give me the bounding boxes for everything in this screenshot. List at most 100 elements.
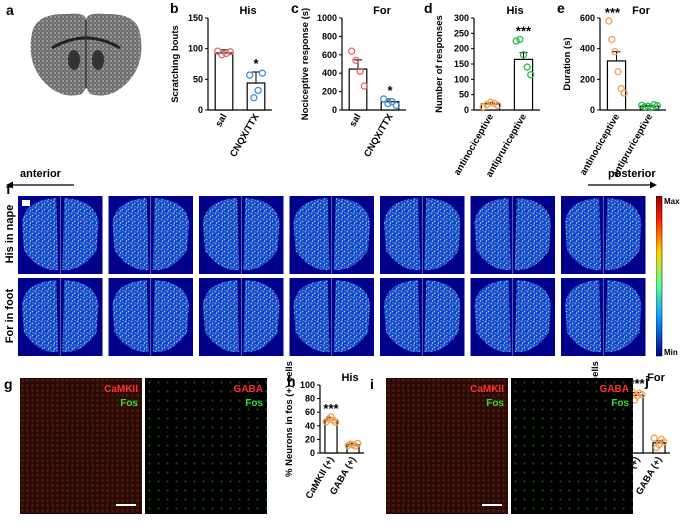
data-point <box>490 99 498 107</box>
data-point <box>519 51 528 59</box>
y-tick-label: 600 <box>322 50 337 60</box>
y-tick-label: 200 <box>580 74 595 84</box>
heatmap-tile <box>380 278 465 356</box>
tile-left-hemisphere <box>474 280 511 353</box>
y-tick-label: 50 <box>193 74 203 84</box>
data-point <box>360 82 368 90</box>
row1-label-wrap: His in nape <box>2 196 16 276</box>
chart-title: His <box>239 5 256 17</box>
heatmap-tile <box>199 278 284 356</box>
g-fos-label: Fos <box>120 398 138 409</box>
y-tick-label: 400 <box>322 68 337 78</box>
heatmap-tile <box>561 196 646 274</box>
row2-label-wrap: For in foot <box>2 278 16 358</box>
posterior-label: posterior <box>608 168 656 180</box>
y-tick-label: 600 <box>580 13 595 23</box>
panel-label-g: g <box>4 376 13 392</box>
significance-star: *** <box>629 376 645 391</box>
panel-label-e: e <box>557 0 565 16</box>
y-tick-label: 100 <box>454 74 469 84</box>
tile-left-hemisphere <box>293 198 330 271</box>
y-tick-label: 1000 <box>317 13 337 23</box>
tile-left-hemisphere <box>384 280 421 353</box>
y-tick-label: 150 <box>454 59 469 69</box>
panel-label-h: h <box>287 373 296 389</box>
g-gaba-image: GABA Fos <box>145 378 267 514</box>
significance-star: * <box>387 83 393 98</box>
brain-slice-image <box>22 8 150 106</box>
y-tick-label: 200 <box>322 87 337 97</box>
tile-left-hemisphere <box>384 198 421 271</box>
tile-left-hemisphere <box>293 280 330 353</box>
chart-title: For <box>647 372 665 384</box>
data-point <box>512 37 520 45</box>
significance-star: *** <box>516 23 532 38</box>
significance-star: *** <box>605 5 621 20</box>
g-camkii-label: CaMKII <box>104 384 138 395</box>
data-point <box>650 434 658 442</box>
data-point <box>660 438 668 446</box>
y-tick-label: 150 <box>188 13 203 23</box>
anterior-arrow-icon <box>6 181 74 189</box>
i-gaba-label: GABA <box>599 384 629 395</box>
data-point <box>605 17 613 25</box>
row1-label: His in nape <box>4 204 16 264</box>
data-point <box>384 99 392 108</box>
data-point <box>246 71 254 79</box>
y-tick-label: 0 <box>310 448 315 458</box>
y-tick-label: 20 <box>305 434 315 444</box>
data-point <box>483 100 491 109</box>
data-point <box>218 51 226 59</box>
y-tick-label: 100 <box>300 380 315 390</box>
colorbar <box>656 196 663 357</box>
heatmap-tile <box>199 196 284 274</box>
tile-right-hemisphere <box>514 280 551 353</box>
i-camkii-label: CaMKII <box>470 384 504 395</box>
tile-right-hemisphere <box>333 280 370 353</box>
tile-right-hemisphere <box>243 198 280 271</box>
y-tick-label: 0 <box>590 105 595 115</box>
data-point <box>608 35 616 44</box>
chart-h: 0 20 40 60 80 100 % Neurons in fos (+) cells Hi… <box>284 361 364 501</box>
g-fos2-label: Fos <box>245 398 263 409</box>
tile-right-hemisphere <box>62 198 99 271</box>
data-point <box>650 100 658 109</box>
tile-left-hemisphere <box>565 198 602 271</box>
y-axis-label: Number of responses <box>434 15 445 113</box>
panel-label-i: i <box>370 376 374 392</box>
tile-left-hemisphere <box>565 280 602 353</box>
heatmap-tile <box>108 278 193 356</box>
heatmap-tile <box>289 278 374 356</box>
chart-d: 0 50 100 150 200 250 300 Number of responses His… <box>434 5 540 179</box>
y-axis-label: % Neurons in fos (+) cells <box>284 361 295 477</box>
tile-right-hemisphere <box>62 280 99 353</box>
tile-right-hemisphere <box>605 198 642 271</box>
data-point <box>356 67 364 76</box>
y-tick-label: 0 <box>332 105 337 115</box>
i-scale-bar <box>482 504 502 506</box>
tile-left-hemisphere <box>22 280 59 353</box>
x-tick-label: sal <box>347 112 363 129</box>
y-tick-label: 0 <box>464 105 469 115</box>
chart-title: For <box>632 5 650 17</box>
g-gaba-label: GABA <box>233 384 263 395</box>
tile-left-hemisphere <box>112 198 149 271</box>
posterior-arrow-icon <box>588 181 657 189</box>
y-axis-label: Duration (s) <box>562 37 573 90</box>
heatmap-tile <box>108 196 193 274</box>
y-tick-label: 400 <box>580 44 595 54</box>
y-tick-label: 40 <box>305 421 315 431</box>
chart-title: For <box>373 5 391 17</box>
heatmap-tile <box>561 278 646 356</box>
data-point <box>494 101 502 110</box>
y-tick-label: 200 <box>454 44 469 54</box>
tile-left-hemisphere <box>203 280 240 353</box>
i-camkii-image: CaMKII Fos <box>386 378 508 514</box>
panel-label-b: b <box>170 0 179 16</box>
heatmap-tile <box>289 196 374 274</box>
y-tick-label: 60 <box>305 407 315 417</box>
y-tick-label: 50 <box>459 90 469 100</box>
